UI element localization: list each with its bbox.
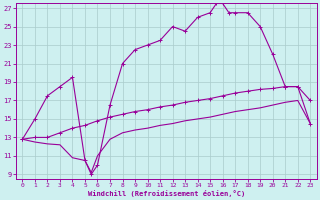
X-axis label: Windchill (Refroidissement éolien,°C): Windchill (Refroidissement éolien,°C): [88, 190, 245, 197]
